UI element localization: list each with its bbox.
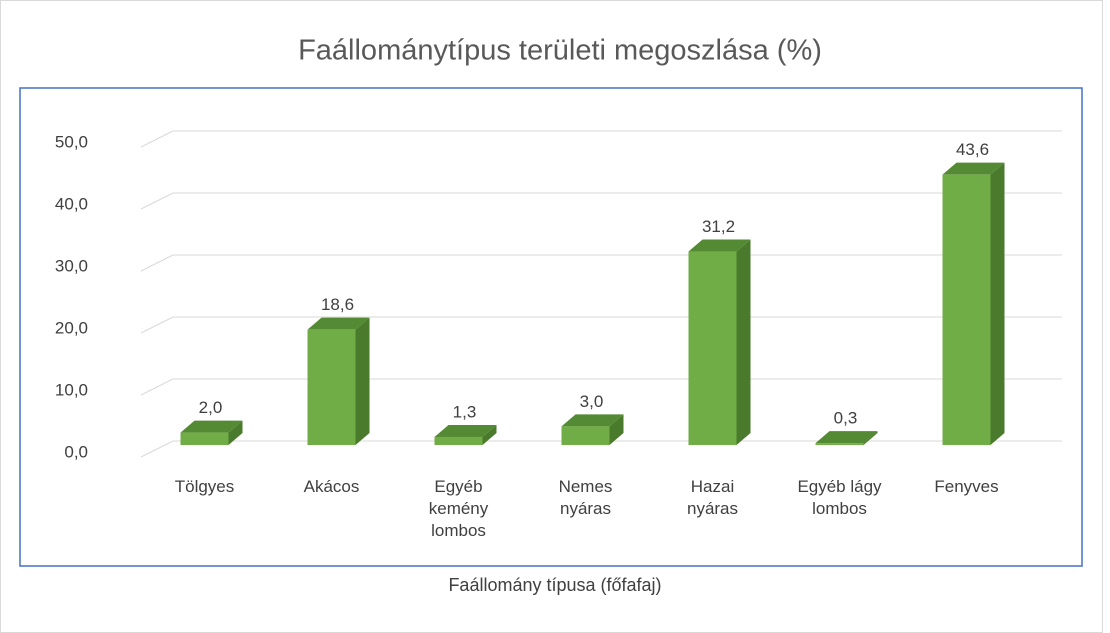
bar-front bbox=[434, 436, 483, 445]
grid-line-depth bbox=[140, 440, 174, 458]
y-tick-label: 10,0 bbox=[55, 380, 88, 399]
bar bbox=[561, 414, 624, 445]
x-tick-label: Egyéb lágy lombos bbox=[797, 477, 882, 518]
value-label: 31,2 bbox=[702, 217, 735, 236]
plot-border bbox=[19, 87, 1083, 567]
bar-front bbox=[815, 443, 864, 445]
bar-front bbox=[180, 432, 229, 445]
bar bbox=[307, 317, 370, 445]
grid-line-depth bbox=[140, 316, 174, 334]
value-label: 43,6 bbox=[956, 140, 989, 159]
bar-front bbox=[561, 426, 610, 445]
y-tick-label: 30,0 bbox=[55, 256, 88, 275]
bar-side bbox=[990, 162, 1005, 445]
value-label: 2,0 bbox=[199, 398, 223, 417]
bar bbox=[815, 431, 878, 445]
value-label: 18,6 bbox=[321, 295, 354, 314]
bar-top bbox=[815, 431, 878, 444]
bar-top bbox=[434, 424, 497, 437]
bar-top bbox=[180, 420, 243, 433]
bar-side bbox=[609, 414, 624, 445]
bar-top bbox=[561, 414, 624, 427]
value-label: 3,0 bbox=[580, 392, 604, 411]
bar-side bbox=[863, 431, 878, 445]
x-tick-label: Hazai nyáras bbox=[686, 477, 739, 518]
bar-side bbox=[355, 317, 370, 445]
grid-line-depth bbox=[140, 378, 174, 396]
x-tick-label: Fenyves bbox=[934, 477, 999, 496]
value-label: 0,3 bbox=[834, 409, 858, 428]
value-label: 1,3 bbox=[453, 402, 477, 421]
bar bbox=[434, 424, 497, 445]
grid-line-depth bbox=[140, 254, 174, 272]
bar-top bbox=[688, 239, 751, 252]
chart-title: Faállománytípus területi megoszlása (%) bbox=[298, 35, 822, 67]
bar bbox=[180, 420, 243, 445]
y-tick-label: 40,0 bbox=[55, 194, 88, 213]
bar-top bbox=[307, 317, 370, 330]
bar-top bbox=[942, 162, 1005, 175]
bar-front bbox=[307, 329, 356, 445]
x-axis-title: Faállomány típusa (főfafaj) bbox=[448, 575, 661, 595]
y-tick-label: 0,0 bbox=[64, 442, 88, 461]
bar-side bbox=[482, 424, 497, 445]
x-tick-label: Nemes nyáras bbox=[558, 477, 613, 518]
bar bbox=[942, 162, 1005, 445]
y-tick-label: 50,0 bbox=[55, 132, 88, 151]
bar-front bbox=[942, 174, 991, 445]
grid-line-depth bbox=[140, 192, 174, 210]
y-tick-label: 20,0 bbox=[55, 318, 88, 337]
x-tick-label: Tölgyes bbox=[174, 477, 235, 496]
bar-side bbox=[228, 420, 243, 445]
bar bbox=[688, 239, 751, 445]
bar-front bbox=[688, 251, 737, 445]
x-tick-label: Egyéb kemény lombos bbox=[428, 477, 489, 540]
bar-side bbox=[736, 239, 751, 445]
grid-line-depth bbox=[140, 130, 174, 148]
x-tick-label: Akácos bbox=[303, 477, 360, 496]
